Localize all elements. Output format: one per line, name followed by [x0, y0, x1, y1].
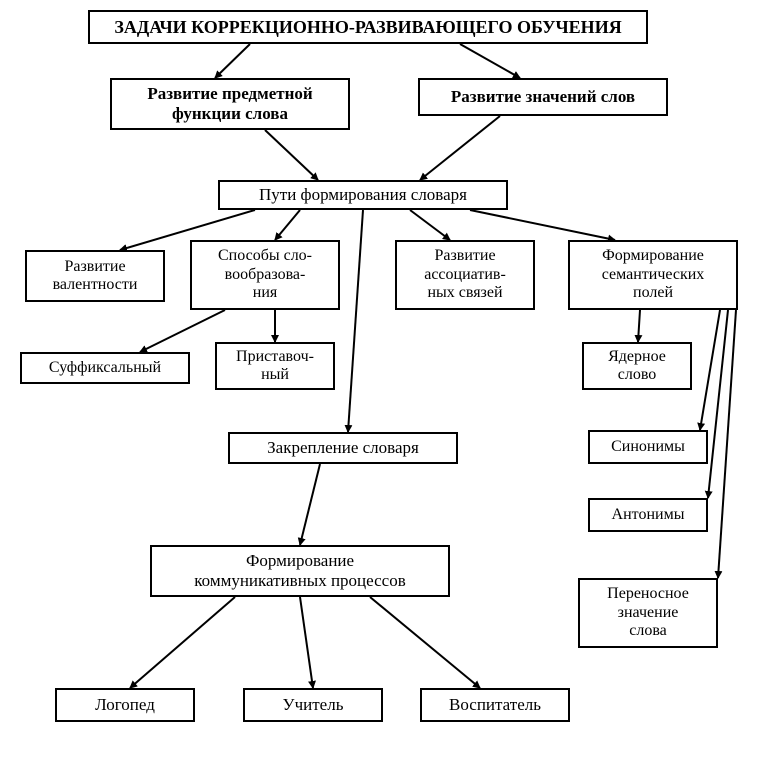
node-dev_meaning: Развитие значений слов: [418, 78, 668, 116]
node-label: Синонимы: [596, 438, 700, 456]
edge-wordform-suffix: [140, 310, 225, 352]
edge-semfields-synonyms: [700, 310, 720, 430]
edge-ways-consolidation: [348, 210, 363, 432]
edge-semfields-coreword: [638, 310, 640, 342]
node-label: Развитиевалентности: [33, 258, 157, 295]
node-label: Развитие значений слов: [426, 87, 660, 107]
node-label: Воспитатель: [428, 695, 562, 715]
node-ways: Пути формирования словаря: [218, 180, 508, 210]
node-figurative: Переносноезначениеслова: [578, 578, 718, 648]
node-wordform: Способы сло-вообразова-ния: [190, 240, 340, 310]
node-label: Развитиеассоциатив-ных связей: [403, 247, 527, 302]
node-assoc: Развитиеассоциатив-ных связей: [395, 240, 535, 310]
node-prefix: Приставоч-ный: [215, 342, 335, 390]
node-logoped: Логопед: [55, 688, 195, 722]
node-commproc: Формированиекоммуникативных процессов: [150, 545, 450, 597]
edge-ways-semfields: [470, 210, 615, 240]
node-dev_subject: Развитие предметнойфункции слова: [110, 78, 350, 130]
node-label: Суффиксальный: [28, 359, 182, 377]
node-coreword: Ядерноеслово: [582, 342, 692, 390]
node-antonyms: Антонимы: [588, 498, 708, 532]
node-valency: Развитиевалентности: [25, 250, 165, 302]
node-label: Логопед: [63, 695, 187, 715]
diagram-canvas: ЗАДАЧИ КОРРЕКЦИОННО-РАЗВИВАЮЩЕГО ОБУЧЕНИ…: [0, 0, 766, 771]
node-label: Формированиекоммуникативных процессов: [158, 551, 442, 590]
node-suffix: Суффиксальный: [20, 352, 190, 384]
edge-ways-assoc: [410, 210, 450, 240]
node-semfields: Формированиесемантическихполей: [568, 240, 738, 310]
node-label: Переносноезначениеслова: [586, 585, 710, 640]
node-consolidation: Закрепление словаря: [228, 432, 458, 464]
node-title: ЗАДАЧИ КОРРЕКЦИОННО-РАЗВИВАЮЩЕГО ОБУЧЕНИ…: [88, 10, 648, 44]
node-label: Способы сло-вообразова-ния: [198, 247, 332, 302]
node-label: Формированиесемантическихполей: [576, 247, 730, 302]
node-label: Учитель: [251, 695, 375, 715]
edge-dev_meaning-ways: [420, 116, 500, 180]
edge-commproc-logoped: [130, 597, 235, 688]
edge-semfields-antonyms: [708, 310, 728, 498]
edge-title-dev_subject: [215, 44, 250, 78]
node-label: Ядерноеслово: [590, 348, 684, 385]
edge-ways-wordform: [275, 210, 300, 240]
edge-commproc-educator: [370, 597, 480, 688]
edge-consolidation-commproc: [300, 464, 320, 545]
edge-dev_subject-ways: [265, 130, 318, 180]
node-synonyms: Синонимы: [588, 430, 708, 464]
node-label: Пути формирования словаря: [226, 185, 500, 205]
node-label: Закрепление словаря: [236, 438, 450, 458]
node-label: ЗАДАЧИ КОРРЕКЦИОННО-РАЗВИВАЮЩЕГО ОБУЧЕНИ…: [96, 17, 640, 38]
node-label: Приставоч-ный: [223, 348, 327, 385]
node-label: Развитие предметнойфункции слова: [118, 84, 342, 123]
node-teacher: Учитель: [243, 688, 383, 722]
node-educator: Воспитатель: [420, 688, 570, 722]
edge-commproc-teacher: [300, 597, 313, 688]
edge-title-dev_meaning: [460, 44, 520, 78]
node-label: Антонимы: [596, 506, 700, 524]
edge-semfields-figurative: [718, 310, 736, 578]
